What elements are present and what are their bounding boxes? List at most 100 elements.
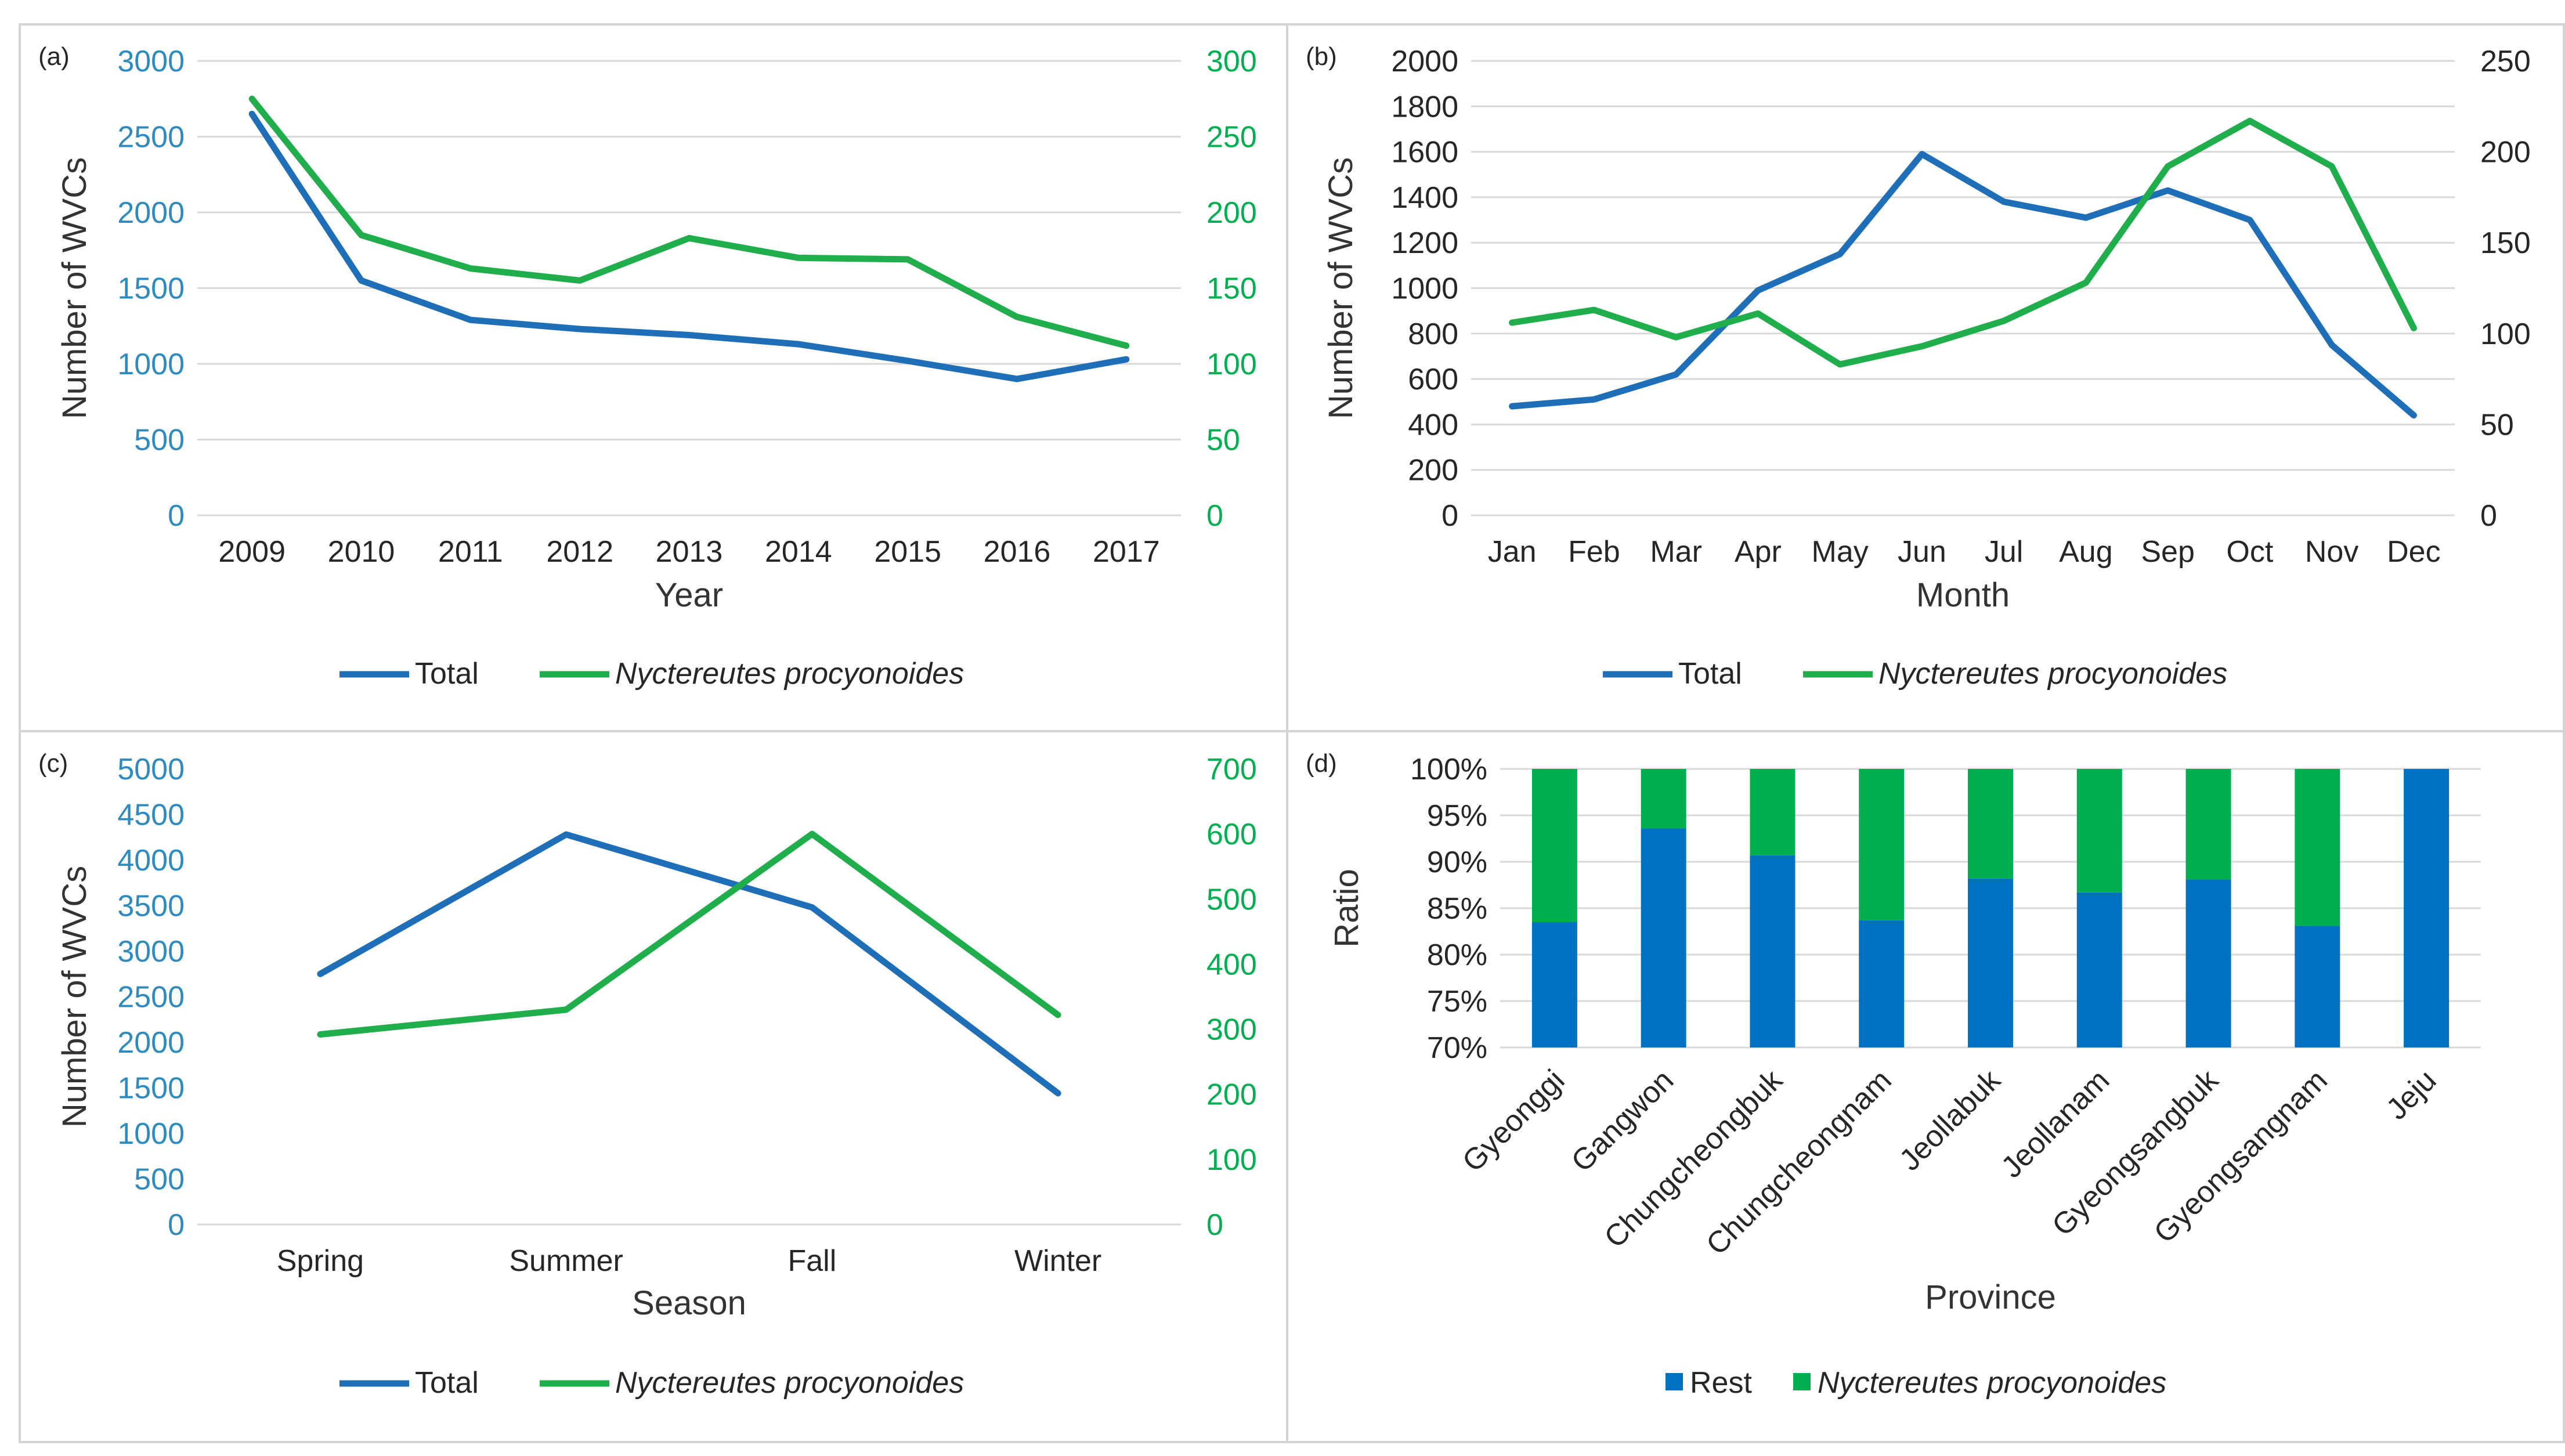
bar-rest-chungcheongbuk [1750, 855, 1796, 1047]
panel-b-line-chart: (b)0200400600800100012001400160018002000… [1286, 23, 2565, 732]
panel-c-line-chart: (c)0500100015002000250030003500400045005… [19, 730, 1303, 1443]
y2-tick-label: 150 [1206, 272, 1257, 306]
x-tick-label: 2010 [328, 535, 395, 569]
bar-rest-gyeongsangnam [2295, 926, 2340, 1047]
legend-label-total: Total [415, 1366, 479, 1400]
x-tick-label: Winter [1014, 1244, 1101, 1278]
y-tick-label: 1500 [117, 1072, 185, 1105]
y2-tick-label: 200 [1206, 1078, 1257, 1112]
y-tick-label: 80% [1427, 938, 1487, 972]
y2-tick-label: 200 [2480, 136, 2531, 169]
y2-tick-label: 200 [1206, 196, 1257, 230]
y-tick-label: 95% [1427, 799, 1487, 833]
panel-label: (a) [38, 42, 70, 71]
legend-label-total: Total [415, 657, 479, 691]
panel-a-line-chart: (a) 0 500 1000 1500 2000 2500 3000 0 50 100 150 200 2… [19, 23, 1303, 732]
legend-label-total: Total [1678, 657, 1742, 691]
panel-border [1286, 23, 2565, 732]
x-tick-label: Nov [2305, 535, 2358, 569]
bar-rest-jeollabuk [1968, 878, 2013, 1047]
x-tick-label: 2016 [984, 535, 1051, 569]
y-tick-label: 400 [1408, 408, 1458, 442]
y-tick-label: 2000 [117, 1026, 185, 1060]
panel-label: (b) [1306, 42, 1337, 71]
y-tick-label: 500 [134, 1163, 185, 1197]
x-tick-label: Spring [277, 1244, 364, 1278]
y-tick-label: 2000 [1391, 45, 1458, 78]
y-tick-label: 100% [1410, 753, 1487, 786]
x-tick-label: Apr [1735, 535, 1782, 569]
bar-nyctereutes-jeollabuk [1968, 769, 2013, 879]
bar-rest-gyeongsangbuk [2185, 879, 2231, 1047]
y-tick-label: 85% [1427, 892, 1487, 926]
bar-nyctereutes-chungcheongbuk [1750, 769, 1796, 855]
y-tick-label: 1800 [1391, 90, 1458, 124]
y-tick-label: 0 [168, 499, 185, 533]
y2-tick-label: 50 [2480, 408, 2514, 442]
y-tick-label: 200 [1408, 454, 1458, 487]
y2-tick-label: 300 [1206, 1013, 1257, 1047]
y2-tick-label: 700 [1206, 753, 1257, 786]
y2-tick-label: 250 [1206, 121, 1257, 154]
y-tick-label: 3500 [117, 890, 185, 923]
y-tick-label: 2000 [117, 196, 185, 230]
y-axis-title: Number of WVCs [56, 157, 93, 419]
y-tick-label: 1600 [1391, 136, 1458, 169]
y2-tick-label: 400 [1206, 948, 1257, 981]
y2-tick-label: 100 [1206, 1143, 1257, 1177]
y-axis-title: Number of WVCs [56, 866, 93, 1128]
series-line-nyctereutes-procyonoides [317, 830, 1061, 1038]
x-tick-label: 2017 [1093, 535, 1160, 569]
x-axis-title: Month [1916, 576, 2010, 614]
y-tick-label: 800 [1408, 317, 1458, 351]
y2-tick-label: 300 [1206, 45, 1257, 78]
y2-tick-label: 100 [1206, 348, 1257, 381]
x-axis-title: Year [655, 576, 723, 614]
y2-tick-label: 0 [1206, 499, 1223, 533]
panel-border [19, 730, 1303, 1443]
y2-tick-label: 150 [2480, 226, 2531, 260]
y2-tick-label: 600 [1206, 818, 1257, 851]
bar-nyctereutes-chungcheongnam [1859, 769, 1905, 920]
y-tick-label: 1000 [117, 1117, 185, 1151]
bar-rest-chungcheongnam [1859, 920, 1905, 1047]
y2-tick-label: 250 [2480, 45, 2531, 78]
bar-nyctereutes-gyeongsangbuk [2185, 769, 2231, 880]
x-tick-label: 2012 [546, 535, 613, 569]
series-line-total [248, 110, 1130, 382]
y-tick-label: 0 [1442, 499, 1458, 533]
bar-nyctereutes-gyeonggi [1531, 769, 1577, 922]
legend-label-nyctereutes-procyonoides: Nyctereutes procyonoides [1818, 1366, 2166, 1400]
y-tick-label: 1000 [1391, 272, 1458, 306]
x-tick-label: Jul [1985, 535, 2023, 569]
y-tick-label: 500 [134, 424, 185, 457]
bar-rest-gyeonggi [1531, 922, 1577, 1047]
x-tick-label: Summer [509, 1244, 623, 1278]
y-tick-label: 90% [1427, 846, 1487, 879]
y2-tick-label: 0 [1206, 1208, 1223, 1242]
y-tick-label: 1400 [1391, 181, 1458, 215]
y-tick-label: 1200 [1391, 226, 1458, 260]
y-tick-label: 5000 [117, 753, 185, 786]
legend-swatch-rest [1666, 1373, 1683, 1390]
y-tick-label: 1000 [117, 348, 185, 381]
legend-label-nyctereutes-procyonoides: Nyctereutes procyonoides [1878, 657, 2227, 691]
legend-label-nyctereutes-procyonoides: Nyctereutes procyonoides [615, 657, 964, 691]
x-axis-title: Season [632, 1284, 746, 1322]
x-tick-label: 2013 [656, 535, 723, 569]
x-tick-label: Dec [2387, 535, 2440, 569]
y-tick-label: 1500 [117, 272, 185, 306]
y-tick-label: 4500 [117, 799, 185, 832]
bar-rest-jeju [2404, 769, 2450, 1047]
x-tick-label: Jan [1488, 535, 1537, 569]
x-tick-label: 2009 [218, 535, 286, 569]
panel-border [19, 23, 1303, 732]
x-tick-label: Feb [1568, 535, 1620, 569]
bar-nyctereutes-jeollanam [2076, 769, 2122, 893]
y-tick-label: 3000 [117, 45, 185, 78]
series-line-total [317, 831, 1061, 1097]
bar-nyctereutes-gangwon [1641, 769, 1686, 829]
bar-rest-gangwon [1641, 828, 1686, 1047]
panel-label: (c) [38, 749, 68, 778]
